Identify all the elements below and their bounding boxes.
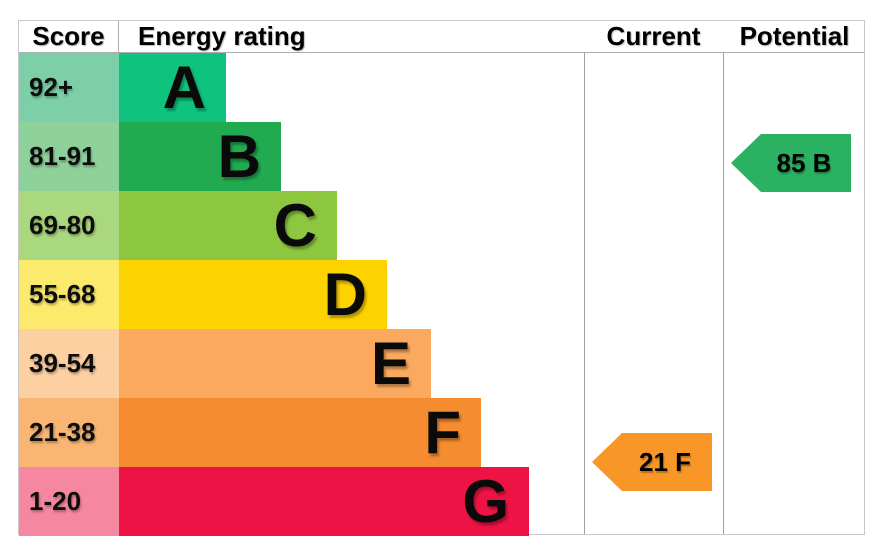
band-row-b: 81-91 B [19,122,584,191]
rating-letter-f: F [424,398,461,466]
score-range-a: 92+ [19,53,119,122]
rating-bar-c: C [119,191,337,260]
band-row-c: 69-80 C [19,191,584,260]
score-range-c: 69-80 [19,191,119,260]
column-divider-potential [723,21,724,534]
rating-bar-g: G [119,467,529,536]
rating-bar-e: E [119,329,431,398]
rating-bar-f: F [119,398,481,467]
column-header-score: Score [19,21,119,52]
current-rating-arrow: 21 F [592,433,712,491]
epc-rating-chart: Score Energy rating Current Potential 92… [18,20,865,536]
band-row-e: 39-54 E [19,329,584,398]
band-row-d: 55-68 D [19,260,584,329]
rating-letter-b: B [217,122,261,190]
score-range-b: 81-91 [19,122,119,191]
column-header-energy-rating: Energy rating [138,21,306,51]
potential-rating-label: 85 B [776,147,832,178]
score-range-e: 39-54 [19,329,119,398]
rating-letter-g: G [462,467,509,535]
band-row-f: 21-38 F [19,398,584,467]
score-range-f: 21-38 [19,398,119,467]
column-header-current: Current [606,21,701,51]
rating-bands: 92+ A 81-91 B 69-80 C 55-68 D 39-54 [19,53,584,536]
column-divider-current [584,21,585,534]
rating-bar-d: D [119,260,387,329]
rating-letter-c: C [273,191,317,259]
column-header-potential: Potential [739,21,850,51]
band-row-a: 92+ A [19,53,584,122]
band-row-g: 1-20 G [19,467,584,536]
score-range-g: 1-20 [19,467,119,536]
current-rating-label: 21 F [638,446,692,477]
potential-rating-arrow: 85 B [731,134,851,192]
rating-bar-b: B [119,122,281,191]
rating-bar-a: A [119,53,226,122]
rating-letter-d: D [323,260,367,328]
table-header: Score Energy rating Current Potential [19,21,864,53]
rating-letter-a: A [162,53,206,121]
score-range-d: 55-68 [19,260,119,329]
rating-letter-e: E [370,329,411,397]
